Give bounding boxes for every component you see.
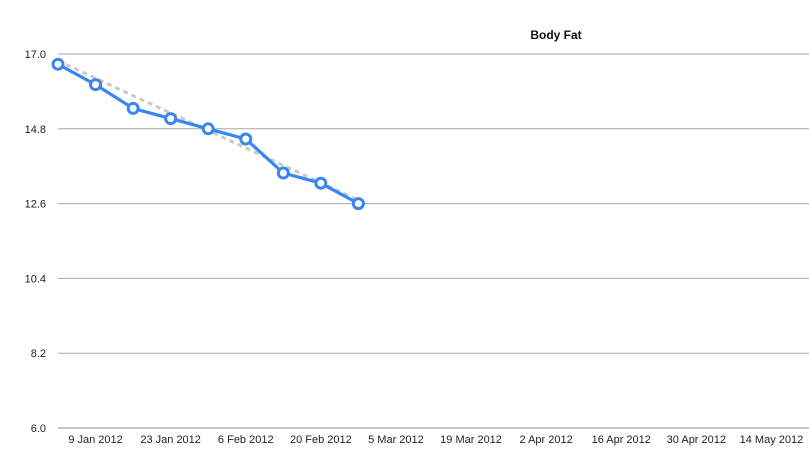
x-tick-label: 9 Jan 2012 <box>68 434 122 446</box>
chart-title: Body Fat <box>530 28 581 42</box>
x-tick-label: 5 Mar 2012 <box>368 434 424 446</box>
y-tick-label: 17.0 <box>25 49 46 61</box>
x-tick-label: 30 Apr 2012 <box>667 434 726 446</box>
data-point <box>126 101 140 115</box>
x-tick-label: 20 Feb 2012 <box>290 434 352 446</box>
x-tick-label: 2 Apr 2012 <box>520 434 573 446</box>
y-tick-label: 10.4 <box>25 273 46 285</box>
data-point <box>351 197 365 211</box>
data-point <box>201 122 215 136</box>
x-tick-label: 6 Feb 2012 <box>218 434 274 446</box>
y-tick-label: 8.2 <box>31 348 46 360</box>
x-tick-label: 19 Mar 2012 <box>440 434 502 446</box>
gridlines <box>58 53 809 429</box>
x-axis-tick-labels: 9 Jan 2012 23 Jan 2012 6 Feb 2012 20 Feb 20… <box>68 434 803 446</box>
data-point <box>51 57 65 71</box>
x-tick-label: 14 May 2012 <box>740 434 804 446</box>
data-point <box>164 112 178 126</box>
x-tick-label: 23 Jan 2012 <box>140 434 201 446</box>
y-tick-label: 12.6 <box>25 199 46 211</box>
data-point <box>89 78 103 92</box>
data-point <box>239 132 253 146</box>
x-tick-label: 16 Apr 2012 <box>592 434 651 446</box>
data-point <box>314 176 328 190</box>
y-tick-label: 14.8 <box>25 124 46 136</box>
series-body-fat <box>51 57 365 211</box>
y-tick-label: 6.0 <box>31 423 46 435</box>
y-axis-tick-labels: 6.0 8.2 10.4 12.6 14.8 17.0 <box>25 49 46 435</box>
data-point <box>276 166 290 180</box>
